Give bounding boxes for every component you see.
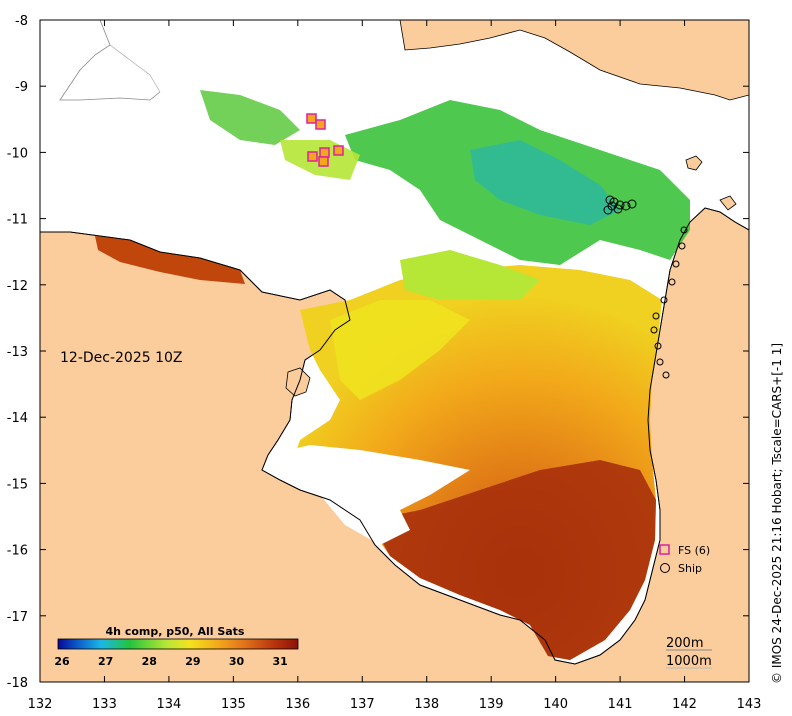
- lon-tick-label: 133: [92, 697, 117, 712]
- lon-tick-label: 143: [737, 697, 762, 712]
- lat-tick-label: -9: [15, 80, 28, 95]
- ship-markers: [603, 195, 688, 379]
- colorbar-tick-label: 27: [98, 655, 113, 668]
- lat-tick-label: -15: [7, 477, 28, 492]
- lon-tick-label: 135: [221, 697, 246, 712]
- lat-tick-label: -8: [15, 14, 28, 29]
- colorbar-tick-label: 28: [142, 655, 157, 668]
- lon-tick-label: 138: [414, 697, 439, 712]
- lat-tick-label: -18: [7, 676, 28, 691]
- colorbar-gradient: [57, 638, 299, 650]
- lon-tick-label: 136: [285, 697, 310, 712]
- legend: FS (6) Ship: [659, 544, 710, 575]
- lon-tick-label: 139: [479, 697, 504, 712]
- colorbar: 4h comp, p50, All Sats 26 27 28 29 30 31: [54, 625, 299, 668]
- colorbar-title: 4h comp, p50, All Sats: [106, 625, 245, 638]
- colorbar-tick-label: 31: [273, 655, 288, 668]
- lon-tick-label: 134: [156, 697, 181, 712]
- lon-tick-label: 137: [350, 697, 375, 712]
- lat-tick-label: -13: [7, 345, 28, 360]
- contour-labels: 200m 1000m: [666, 636, 712, 669]
- lon-tick-label: 132: [28, 697, 53, 712]
- lat-tick-label: -11: [7, 213, 28, 228]
- lon-tick-label: 140: [543, 697, 568, 712]
- colorbar-tick-label: 30: [229, 655, 245, 668]
- colorbar-tick-label: 29: [185, 655, 200, 668]
- ship-legend-icon: [660, 563, 670, 573]
- fs-legend-icon: [659, 544, 670, 555]
- lat-axis: -8 -9 -10 -11 -12 -13 -14 -15 -16 -17 -18: [7, 14, 749, 691]
- credit-text: © IMOS 24-Dec-2025 21:16 Hobart; Tscale=…: [770, 342, 784, 684]
- lon-tick-label: 142: [672, 697, 697, 712]
- legend-ship-label: Ship: [678, 562, 702, 575]
- lat-tick-label: -17: [7, 610, 28, 625]
- lat-tick-label: -14: [7, 411, 28, 426]
- lat-tick-label: -12: [7, 279, 28, 294]
- lat-tick-label: -10: [7, 146, 28, 161]
- lon-tick-label: 141: [608, 697, 633, 712]
- date-label: 12-Dec-2025 10Z: [60, 350, 183, 366]
- bathymetry-contour-deep: [109, 44, 161, 93]
- contour-label-1000m: 1000m: [666, 654, 712, 669]
- bathymetry-contour: [59, 20, 161, 101]
- lat-tick-label: -16: [7, 544, 28, 559]
- legend-fs-label: FS (6): [678, 544, 710, 557]
- sst-field: [95, 90, 690, 660]
- fs-markers: [306, 113, 344, 167]
- coastline: [40, 207, 749, 665]
- lon-axis: 132 133 134 135 136 137 138 139 140 141 142 143: [28, 20, 762, 712]
- colorbar-tick-label: 26: [54, 655, 70, 668]
- colorbar-ticks: 26 27 28 29 30 31: [54, 655, 287, 668]
- contour-label-200m: 200m: [666, 636, 703, 651]
